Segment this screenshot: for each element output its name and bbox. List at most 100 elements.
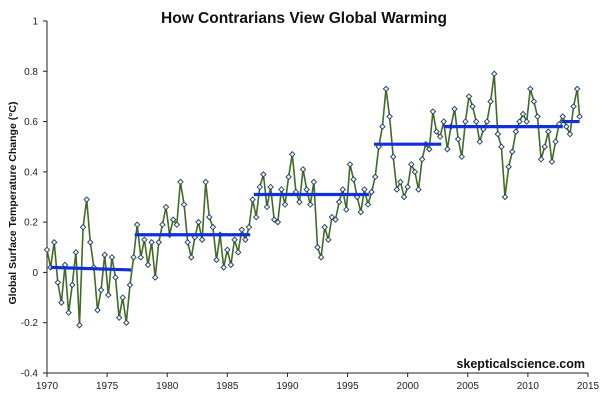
data-point <box>458 153 466 161</box>
data-point <box>76 321 83 329</box>
data-point <box>476 138 484 145</box>
data-point <box>72 249 80 256</box>
data-point <box>512 128 520 135</box>
data-point <box>65 309 72 316</box>
data-point <box>465 93 473 100</box>
x-tick-label: 2015 <box>577 381 600 392</box>
data-point <box>234 249 242 256</box>
data-point <box>101 251 108 259</box>
data-point <box>429 108 437 115</box>
x-tick-label: 1990 <box>276 381 299 392</box>
data-point <box>411 168 419 176</box>
data-point <box>133 221 141 228</box>
data-point <box>364 201 372 208</box>
data-point <box>501 193 509 201</box>
data-point <box>252 213 260 221</box>
data-point <box>462 118 469 125</box>
data-point <box>173 221 181 228</box>
data-point <box>278 186 285 193</box>
x-tick-label: 1985 <box>216 381 239 392</box>
data-point <box>137 254 145 261</box>
data-point <box>386 113 393 120</box>
data-point <box>317 254 325 261</box>
data-point <box>487 98 494 105</box>
series-group <box>43 70 583 329</box>
data-point <box>390 153 397 161</box>
data-point <box>260 171 267 178</box>
data-point <box>162 203 170 211</box>
data-point <box>97 286 105 294</box>
data-point <box>368 188 375 196</box>
data-point <box>123 319 130 326</box>
data-point <box>451 105 458 113</box>
data-point <box>325 236 332 243</box>
data-point <box>393 186 401 193</box>
data-point <box>299 166 307 173</box>
data-point <box>184 239 191 246</box>
data-point <box>566 130 574 138</box>
data-point <box>126 281 134 289</box>
data-point <box>151 274 159 281</box>
data-point <box>440 118 447 125</box>
data-point <box>350 176 357 183</box>
data-point <box>220 264 227 271</box>
data-point <box>94 306 101 314</box>
x-tick-label: 1975 <box>96 381 119 392</box>
data-point <box>231 236 238 243</box>
data-point <box>281 201 289 208</box>
data-point <box>361 186 368 193</box>
data-point <box>563 123 570 130</box>
data-point <box>534 113 541 120</box>
data-point <box>274 218 282 226</box>
data-point <box>144 261 152 269</box>
data-point <box>238 226 245 233</box>
data-point <box>87 239 94 246</box>
data-point <box>285 173 292 181</box>
data-point <box>408 161 415 168</box>
data-point <box>155 239 163 246</box>
data-point <box>108 254 116 261</box>
data-point <box>469 103 476 110</box>
data-point <box>112 274 119 281</box>
data-point <box>357 208 365 216</box>
data-point <box>382 85 390 93</box>
data-point <box>267 183 274 191</box>
data-point <box>105 291 112 299</box>
data-point <box>115 314 123 321</box>
data-point <box>545 128 552 135</box>
data-point <box>79 223 87 231</box>
data-point <box>177 178 184 186</box>
data-point <box>415 186 422 193</box>
data-point <box>516 118 523 125</box>
data-point <box>570 103 577 110</box>
data-point <box>58 299 65 306</box>
data-point <box>436 133 444 140</box>
data-point <box>43 246 51 254</box>
data-point <box>54 279 62 286</box>
data-point <box>339 186 346 193</box>
y-tick-label: -0.2 <box>21 318 39 329</box>
y-tick-label: -0.4 <box>21 369 39 380</box>
y-tick-label: 0.6 <box>24 117 38 128</box>
data-point <box>400 193 408 201</box>
data-point <box>335 198 343 206</box>
x-tick-label: 1980 <box>156 381 179 392</box>
data-point <box>328 213 336 221</box>
data-point <box>296 198 303 206</box>
data-point <box>141 236 148 243</box>
data-point <box>148 239 155 246</box>
data-point <box>242 236 249 243</box>
data-point <box>371 173 379 181</box>
data-point <box>541 143 548 150</box>
data-point <box>206 213 213 221</box>
x-tick-label: 2010 <box>517 381 540 392</box>
data-point <box>559 113 566 120</box>
data-point <box>530 98 538 105</box>
data-point <box>379 123 386 130</box>
data-point <box>494 130 502 138</box>
data-point <box>213 256 220 264</box>
data-point <box>159 221 166 228</box>
y-tick-label: 0 <box>32 268 38 279</box>
data-point <box>332 216 339 223</box>
